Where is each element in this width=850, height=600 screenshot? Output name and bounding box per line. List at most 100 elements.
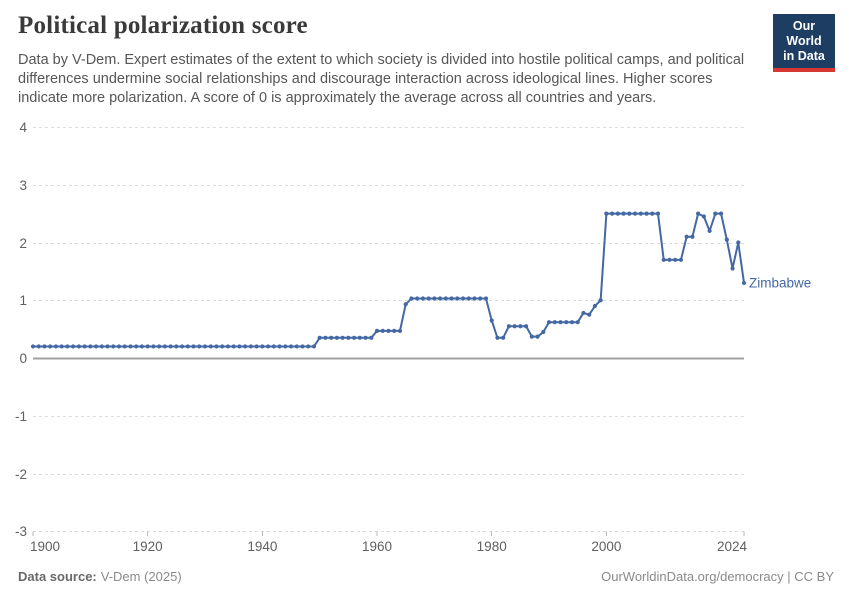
- data-point: [265, 344, 271, 349]
- data-point: [673, 257, 678, 262]
- data-point: [134, 344, 139, 349]
- data-point: [501, 335, 506, 340]
- data-point: [506, 324, 512, 329]
- data-point: [93, 344, 99, 349]
- data-point: [718, 211, 724, 216]
- data-point: [707, 228, 712, 234]
- y-tick-label: 1: [19, 293, 27, 308]
- x-tick-label: 1900: [30, 539, 60, 554]
- owid-logo: Our World in Data: [773, 14, 835, 72]
- data-point: [323, 335, 328, 340]
- y-tick-label: -2: [15, 467, 27, 482]
- data-point: [569, 320, 575, 325]
- data-point: [300, 344, 305, 349]
- data-point: [587, 312, 592, 317]
- data-point: [546, 320, 552, 325]
- data-point: [174, 344, 179, 349]
- data-point: [283, 344, 288, 349]
- data-point: [254, 344, 259, 349]
- data-point: [105, 344, 110, 349]
- data-point: [420, 296, 425, 301]
- data-point: [48, 344, 53, 349]
- data-point: [426, 296, 431, 301]
- data-point: [88, 344, 93, 349]
- data-point: [558, 320, 563, 325]
- data-point: [684, 234, 689, 239]
- y-tick-label: -3: [15, 524, 27, 539]
- x-tick-label: 1920: [133, 539, 163, 554]
- data-point: [346, 335, 351, 340]
- data-point: [627, 211, 632, 216]
- data-point: [36, 344, 41, 349]
- data-point: [592, 303, 598, 309]
- data-point: [191, 344, 196, 349]
- data-point: [386, 328, 391, 333]
- x-tick-label: 1960: [362, 539, 392, 554]
- data-point: [59, 344, 64, 349]
- data-point: [650, 211, 655, 216]
- data-point: [82, 344, 87, 349]
- y-tick-label: 4: [19, 120, 27, 135]
- data-point: [369, 335, 374, 340]
- data-point: [317, 335, 322, 340]
- data-point: [529, 334, 534, 339]
- data-point: [392, 328, 397, 333]
- data-point: [380, 328, 385, 333]
- data-point: [271, 344, 276, 349]
- data-point: [202, 344, 208, 349]
- data-point: [610, 211, 615, 216]
- data-point: [168, 344, 173, 349]
- data-point: [541, 329, 546, 335]
- data-source-label: Data source:: [18, 569, 97, 584]
- data-point: [294, 344, 299, 349]
- data-point: [122, 344, 127, 349]
- data-point: [243, 344, 248, 349]
- data-point: [208, 344, 213, 349]
- data-point: [575, 320, 580, 325]
- data-point: [690, 234, 695, 239]
- data-point: [340, 335, 345, 340]
- data-point: [644, 211, 649, 216]
- data-point: [449, 296, 454, 301]
- y-tick-label: 3: [19, 178, 27, 193]
- data-point: [518, 324, 523, 329]
- data-point: [277, 344, 282, 349]
- attribution-link[interactable]: OurWorldinData.org/democracy | CC BY: [601, 569, 834, 584]
- data-point: [460, 296, 466, 301]
- data-point: [655, 211, 661, 216]
- data-point: [604, 211, 609, 216]
- data-point: [260, 344, 265, 349]
- owid-logo-line2: in Data: [783, 49, 825, 63]
- data-point: [111, 344, 116, 349]
- data-point: [478, 296, 483, 301]
- data-point: [162, 344, 167, 349]
- data-point: [99, 344, 104, 349]
- data-point: [409, 296, 414, 301]
- data-point: [736, 240, 741, 245]
- y-tick-label: -1: [15, 409, 27, 424]
- x-tick-label: 1980: [477, 539, 507, 554]
- data-point: [701, 214, 706, 219]
- page-title: Political polarization score: [18, 12, 308, 39]
- data-point: [237, 344, 242, 349]
- data-point: [248, 344, 253, 349]
- data-point: [678, 257, 684, 262]
- data-source-value: V-Dem (2025): [100, 569, 182, 584]
- data-point: [466, 296, 471, 301]
- data-point: [214, 344, 219, 349]
- data-point: [357, 335, 362, 340]
- data-point: [397, 328, 403, 333]
- data-point: [139, 344, 145, 349]
- data-point: [438, 296, 443, 301]
- data-point: [713, 211, 718, 216]
- data-point: [179, 344, 185, 349]
- data-point: [197, 344, 202, 349]
- data-point: [145, 344, 150, 349]
- data-point: [231, 344, 236, 349]
- data-point: [329, 335, 334, 340]
- data-point: [157, 344, 162, 349]
- chart-subtitle: Data by V-Dem. Expert estimates of the e…: [18, 52, 745, 106]
- y-tick-label: 2: [19, 236, 27, 251]
- data-point: [638, 211, 643, 216]
- data-point: [489, 318, 494, 323]
